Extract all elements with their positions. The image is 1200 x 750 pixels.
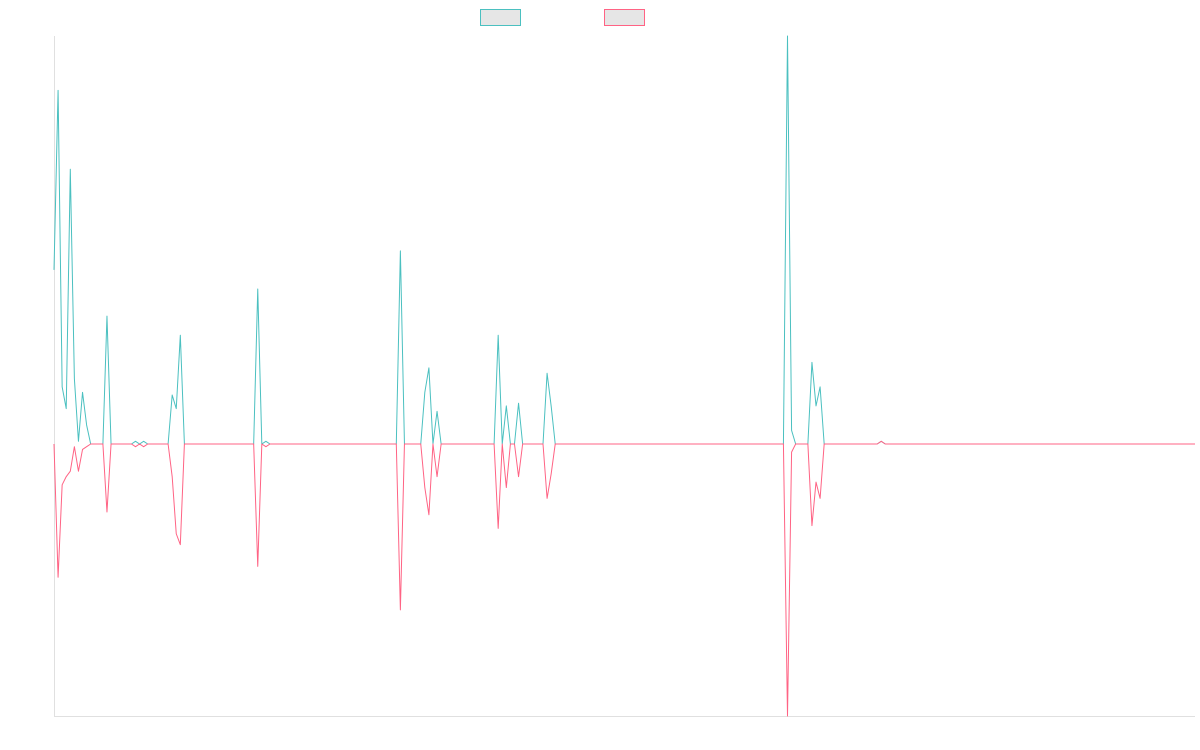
series-line-2 xyxy=(53,440,1195,717)
legend-swatch-series-1 xyxy=(480,9,521,26)
legend-swatch-series-2 xyxy=(604,9,645,26)
series-line-1 xyxy=(53,35,1195,445)
plot-area xyxy=(53,35,1195,717)
legend-item-series-2[interactable] xyxy=(604,9,645,26)
axes xyxy=(54,36,1195,717)
legend[interactable] xyxy=(480,9,645,26)
legend-item-series-1[interactable] xyxy=(480,9,521,26)
